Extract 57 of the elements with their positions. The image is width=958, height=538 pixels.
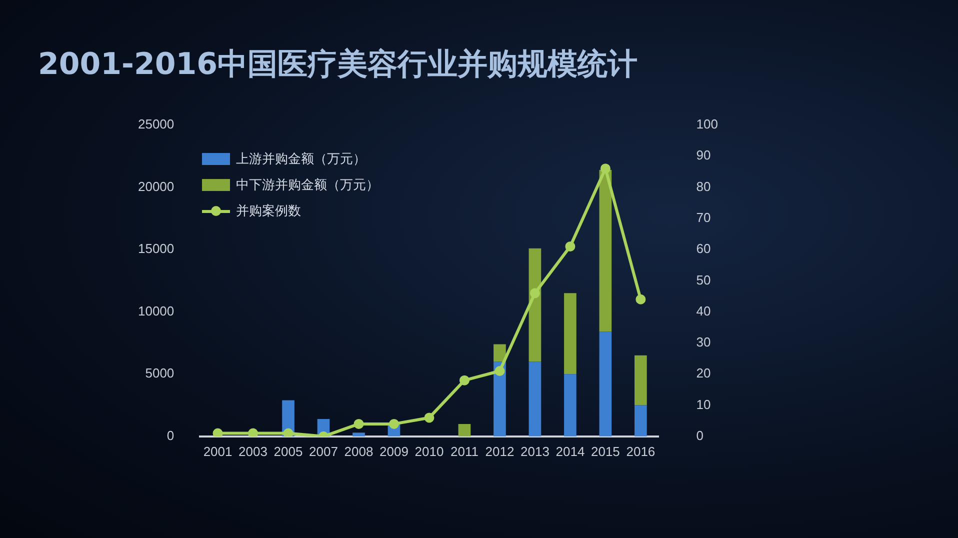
point [530, 288, 540, 298]
point [424, 412, 434, 423]
y-tick-label: 10000 [138, 303, 174, 318]
x-tick-label: 2007 [309, 444, 338, 459]
y2-tick-label: 0 [696, 428, 704, 443]
y2-tick-label: 90 [696, 148, 711, 163]
x-tick-label: 2014 [556, 444, 585, 459]
bar [564, 293, 576, 374]
y2-tick-label: 10 [696, 396, 711, 412]
point [494, 366, 505, 376]
bar [352, 432, 365, 436]
legend-label: 上游并购金额（万元） [236, 151, 366, 168]
y-tick-label: 20000 [138, 178, 174, 194]
point [600, 164, 610, 174]
x-tick-label: 2011 [450, 444, 478, 459]
y2-tick-label: 40 [696, 303, 711, 318]
x-tick-label: 2015 [590, 444, 620, 459]
point [459, 375, 470, 386]
y-tick-label: 25000 [138, 116, 174, 132]
y2-tick-label: 80 [696, 178, 711, 194]
bar [528, 248, 542, 362]
x-tick-label: 2012 [485, 444, 514, 459]
y-tick-label: 15000 [138, 241, 174, 256]
x-tick-label: 2001 [203, 444, 232, 459]
x-tick-label: 2003 [238, 444, 268, 459]
point [636, 294, 646, 304]
y2-tick-label: 70 [696, 210, 711, 225]
bar [458, 424, 471, 436]
bar [634, 405, 647, 436]
legend-label: 中下游并购金额（万元） [236, 177, 379, 194]
legend-label: 并购案例数 [236, 203, 301, 220]
bar [494, 344, 506, 362]
point [283, 428, 294, 436]
bar [599, 332, 612, 436]
bar [564, 374, 576, 436]
y-tick-label: 5000 [145, 366, 174, 381]
x-tick-label: 2010 [414, 444, 444, 459]
point [248, 428, 258, 436]
y-tick-label: 0 [166, 428, 174, 443]
point [388, 418, 399, 429]
y2-tick-label: 60 [696, 241, 711, 256]
point [212, 428, 223, 436]
y2-tick-label: 100 [696, 116, 718, 132]
y2-tick-label: 20 [696, 366, 711, 381]
point [565, 241, 576, 252]
bar [599, 170, 612, 332]
x-tick-label: 2005 [274, 444, 303, 459]
chart-title: 2001-2016中国医疗美容行业并购规模统计 [38, 46, 638, 84]
y2-tick-label: 30 [696, 334, 711, 350]
point [354, 418, 364, 429]
bar [634, 355, 647, 406]
bar [528, 362, 542, 436]
x-tick-label: 2013 [520, 444, 550, 459]
x-tick-label: 2009 [380, 444, 408, 459]
x-tick-label: 2016 [626, 444, 656, 459]
y2-tick-label: 50 [696, 272, 711, 288]
x-tick-label: 2008 [344, 444, 374, 459]
